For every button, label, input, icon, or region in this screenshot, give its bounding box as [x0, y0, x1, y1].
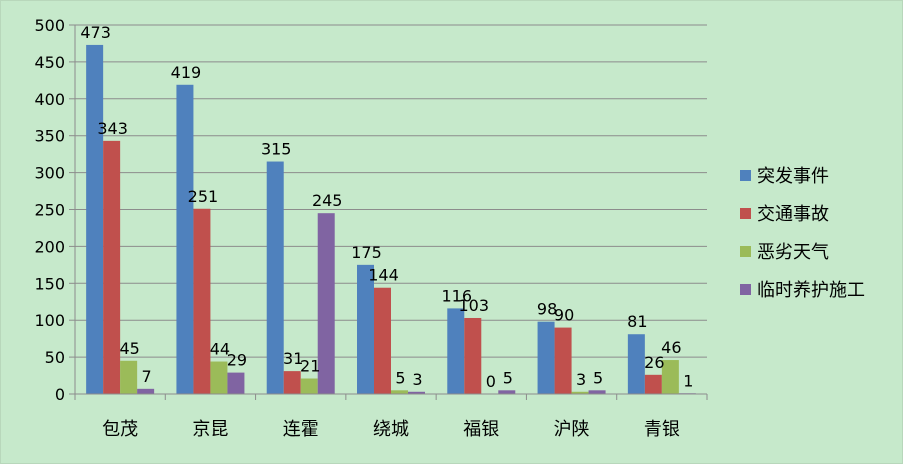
bar — [588, 390, 606, 394]
x-category-label: 包茂 — [102, 419, 138, 440]
bar — [391, 390, 408, 394]
data-label: 29 — [227, 351, 247, 370]
data-label: 3 — [412, 370, 422, 389]
legend-label: 突发事件 — [757, 166, 829, 187]
x-category-label: 青银 — [644, 419, 680, 440]
y-axis-ticks: 0 50 100 150 200 250 300 350 400 450 500 — [34, 16, 75, 404]
bar — [300, 378, 318, 394]
bar — [661, 360, 679, 394]
data-label: 1 — [683, 371, 693, 390]
y-tick-label: 450 — [34, 53, 65, 72]
data-label: 90 — [554, 306, 574, 325]
bar — [498, 390, 516, 394]
x-category-label: 福银 — [463, 419, 499, 440]
legend-label: 临时养护施工 — [757, 280, 865, 301]
y-tick-label: 250 — [34, 201, 65, 220]
bar — [554, 327, 572, 394]
legend-label: 交通事故 — [757, 204, 829, 225]
data-label: 103 — [459, 296, 490, 315]
data-label: 3 — [576, 370, 586, 389]
y-tick-label: 200 — [34, 237, 65, 256]
data-label: 175 — [351, 243, 382, 262]
bar — [627, 334, 645, 394]
bar — [317, 213, 335, 394]
bar — [571, 391, 589, 394]
bar — [210, 361, 228, 394]
bar — [103, 140, 121, 394]
x-category-label: 京昆 — [192, 419, 228, 440]
data-label: 5 — [593, 368, 603, 387]
bar — [537, 321, 555, 394]
data-label: 45 — [119, 339, 139, 358]
data-label: 5 — [503, 368, 513, 387]
y-tick-label: 150 — [34, 274, 65, 293]
data-label: 251 — [188, 187, 219, 206]
data-label: 81 — [627, 312, 647, 331]
bars — [86, 44, 696, 395]
bar — [447, 308, 465, 394]
y-tick-label: 400 — [34, 90, 65, 109]
y-tick-label: 50 — [45, 348, 65, 367]
bar — [176, 84, 194, 394]
legend-swatch — [740, 208, 751, 219]
bar — [120, 360, 138, 394]
legend-label: 恶劣天气 — [757, 242, 829, 263]
data-label: 343 — [97, 119, 128, 138]
bar — [227, 372, 245, 394]
x-axis-categories: 包茂 京昆 连霍 绕城 福银 沪陕 青银 — [74, 394, 708, 440]
data-label: 44 — [210, 340, 230, 359]
y-tick-label: 0 — [55, 385, 65, 404]
data-label: 473 — [80, 23, 111, 42]
bar — [644, 374, 662, 394]
bar — [374, 287, 391, 394]
x-category-label: 绕城 — [373, 419, 409, 440]
x-category-label: 连霍 — [283, 419, 319, 440]
y-tick-label: 100 — [34, 311, 65, 330]
y-tick-label: 500 — [34, 16, 65, 35]
data-label: 98 — [537, 300, 557, 319]
bar — [357, 264, 374, 394]
y-tick-label: 300 — [34, 164, 65, 183]
bar — [266, 161, 284, 394]
data-label: 5 — [395, 368, 405, 387]
data-label: 315 — [261, 140, 292, 159]
data-label: 46 — [661, 338, 681, 357]
data-label: 26 — [644, 353, 664, 372]
data-label: 31 — [283, 349, 303, 368]
bar — [283, 371, 301, 394]
legend-swatch — [740, 284, 751, 295]
bar — [86, 44, 104, 395]
legend-swatch — [740, 246, 751, 257]
data-label: 419 — [171, 63, 202, 82]
bar — [193, 208, 211, 394]
y-tick-label: 350 — [34, 127, 65, 146]
data-label: 7 — [142, 367, 152, 386]
bar — [408, 391, 425, 394]
x-category-label: 沪陕 — [554, 419, 590, 440]
data-label: 116 — [442, 286, 473, 305]
data-label: 144 — [368, 266, 399, 285]
legend-swatch — [740, 170, 751, 181]
data-label: 0 — [486, 372, 496, 391]
data-label: 21 — [300, 357, 320, 376]
bar — [137, 388, 155, 394]
bar — [464, 317, 482, 394]
data-label: 245 — [312, 191, 343, 210]
